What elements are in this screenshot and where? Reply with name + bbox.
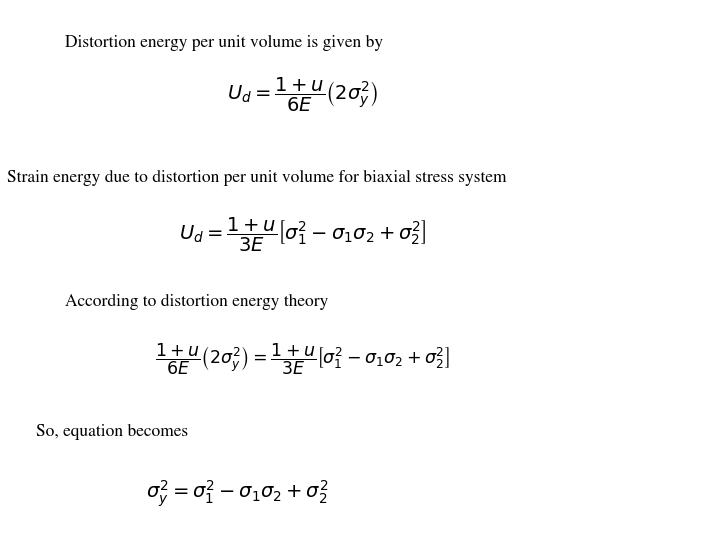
- Text: Distortion energy per unit volume is given by: Distortion energy per unit volume is giv…: [65, 35, 383, 51]
- Text: $U_d = \dfrac{1+u}{3E}\left[\sigma_1^2 - \sigma_1\sigma_2 + \sigma_2^2\right]$: $U_d = \dfrac{1+u}{3E}\left[\sigma_1^2 -…: [179, 216, 426, 254]
- Text: Strain energy due to distortion per unit volume for biaxial stress system: Strain energy due to distortion per unit…: [7, 170, 507, 186]
- Text: $\dfrac{1+u}{6E}\left(2\sigma_y^2\right) = \dfrac{1+u}{3E}\left[\sigma_1^2 - \si: $\dfrac{1+u}{6E}\left(2\sigma_y^2\right)…: [155, 341, 450, 377]
- Text: $\sigma_y^2 = \sigma_1^2 - \sigma_1\sigma_2 + \sigma_2^2$: $\sigma_y^2 = \sigma_1^2 - \sigma_1\sigm…: [146, 479, 329, 509]
- Text: So, equation becomes: So, equation becomes: [36, 424, 188, 440]
- Text: According to distortion energy theory: According to distortion energy theory: [65, 294, 328, 310]
- Text: $U_d = \dfrac{1+u}{6E}\left(2\sigma_y^2\right)$: $U_d = \dfrac{1+u}{6E}\left(2\sigma_y^2\…: [227, 76, 378, 113]
